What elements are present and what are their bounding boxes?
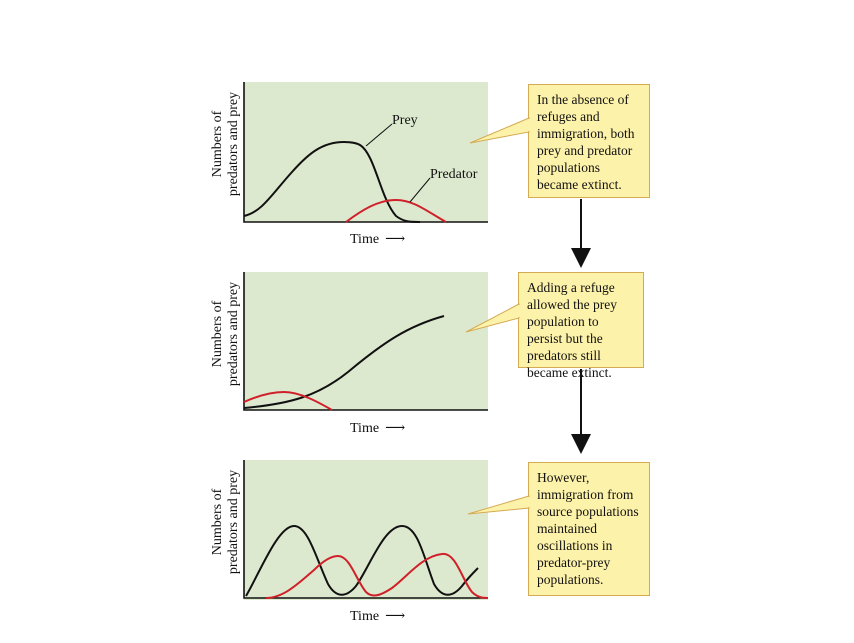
callout-pointer-3 [467,495,530,515]
prey-curve-3 [245,524,479,597]
prey-label-leader [365,123,393,147]
right-arrow-icon: ⟶ [385,421,406,436]
predator-label: Predator [430,167,478,182]
plot-area-2 [244,272,488,410]
right-arrow-icon: ⟶ [385,609,406,624]
predator-curve-3 [265,553,489,599]
callout-pointer-1 [469,117,530,144]
predator-curve-1 [345,198,447,223]
predator-label-leader [409,177,431,203]
callout-1: In the absence of refuges and immigratio… [528,84,650,198]
prey-curve-2 [243,315,445,409]
prey-curve-1 [243,140,421,223]
axes-2 [243,272,488,411]
x-axis-label-3: Time ⟶ [350,609,406,624]
predator-curve-2 [243,390,333,411]
callout-2: Adding a refuge allowed the prey populat… [518,272,644,380]
callout-3: However, immigration from source populat… [528,462,650,596]
right-arrow-icon: ⟶ [385,232,406,247]
callout-pointer-2 [465,303,520,333]
prey-label: Prey [392,113,418,128]
x-axis-label-1: Time ⟶ [350,232,406,247]
axes-3 [243,460,488,599]
x-axis-label-2: Time ⟶ [350,421,406,436]
